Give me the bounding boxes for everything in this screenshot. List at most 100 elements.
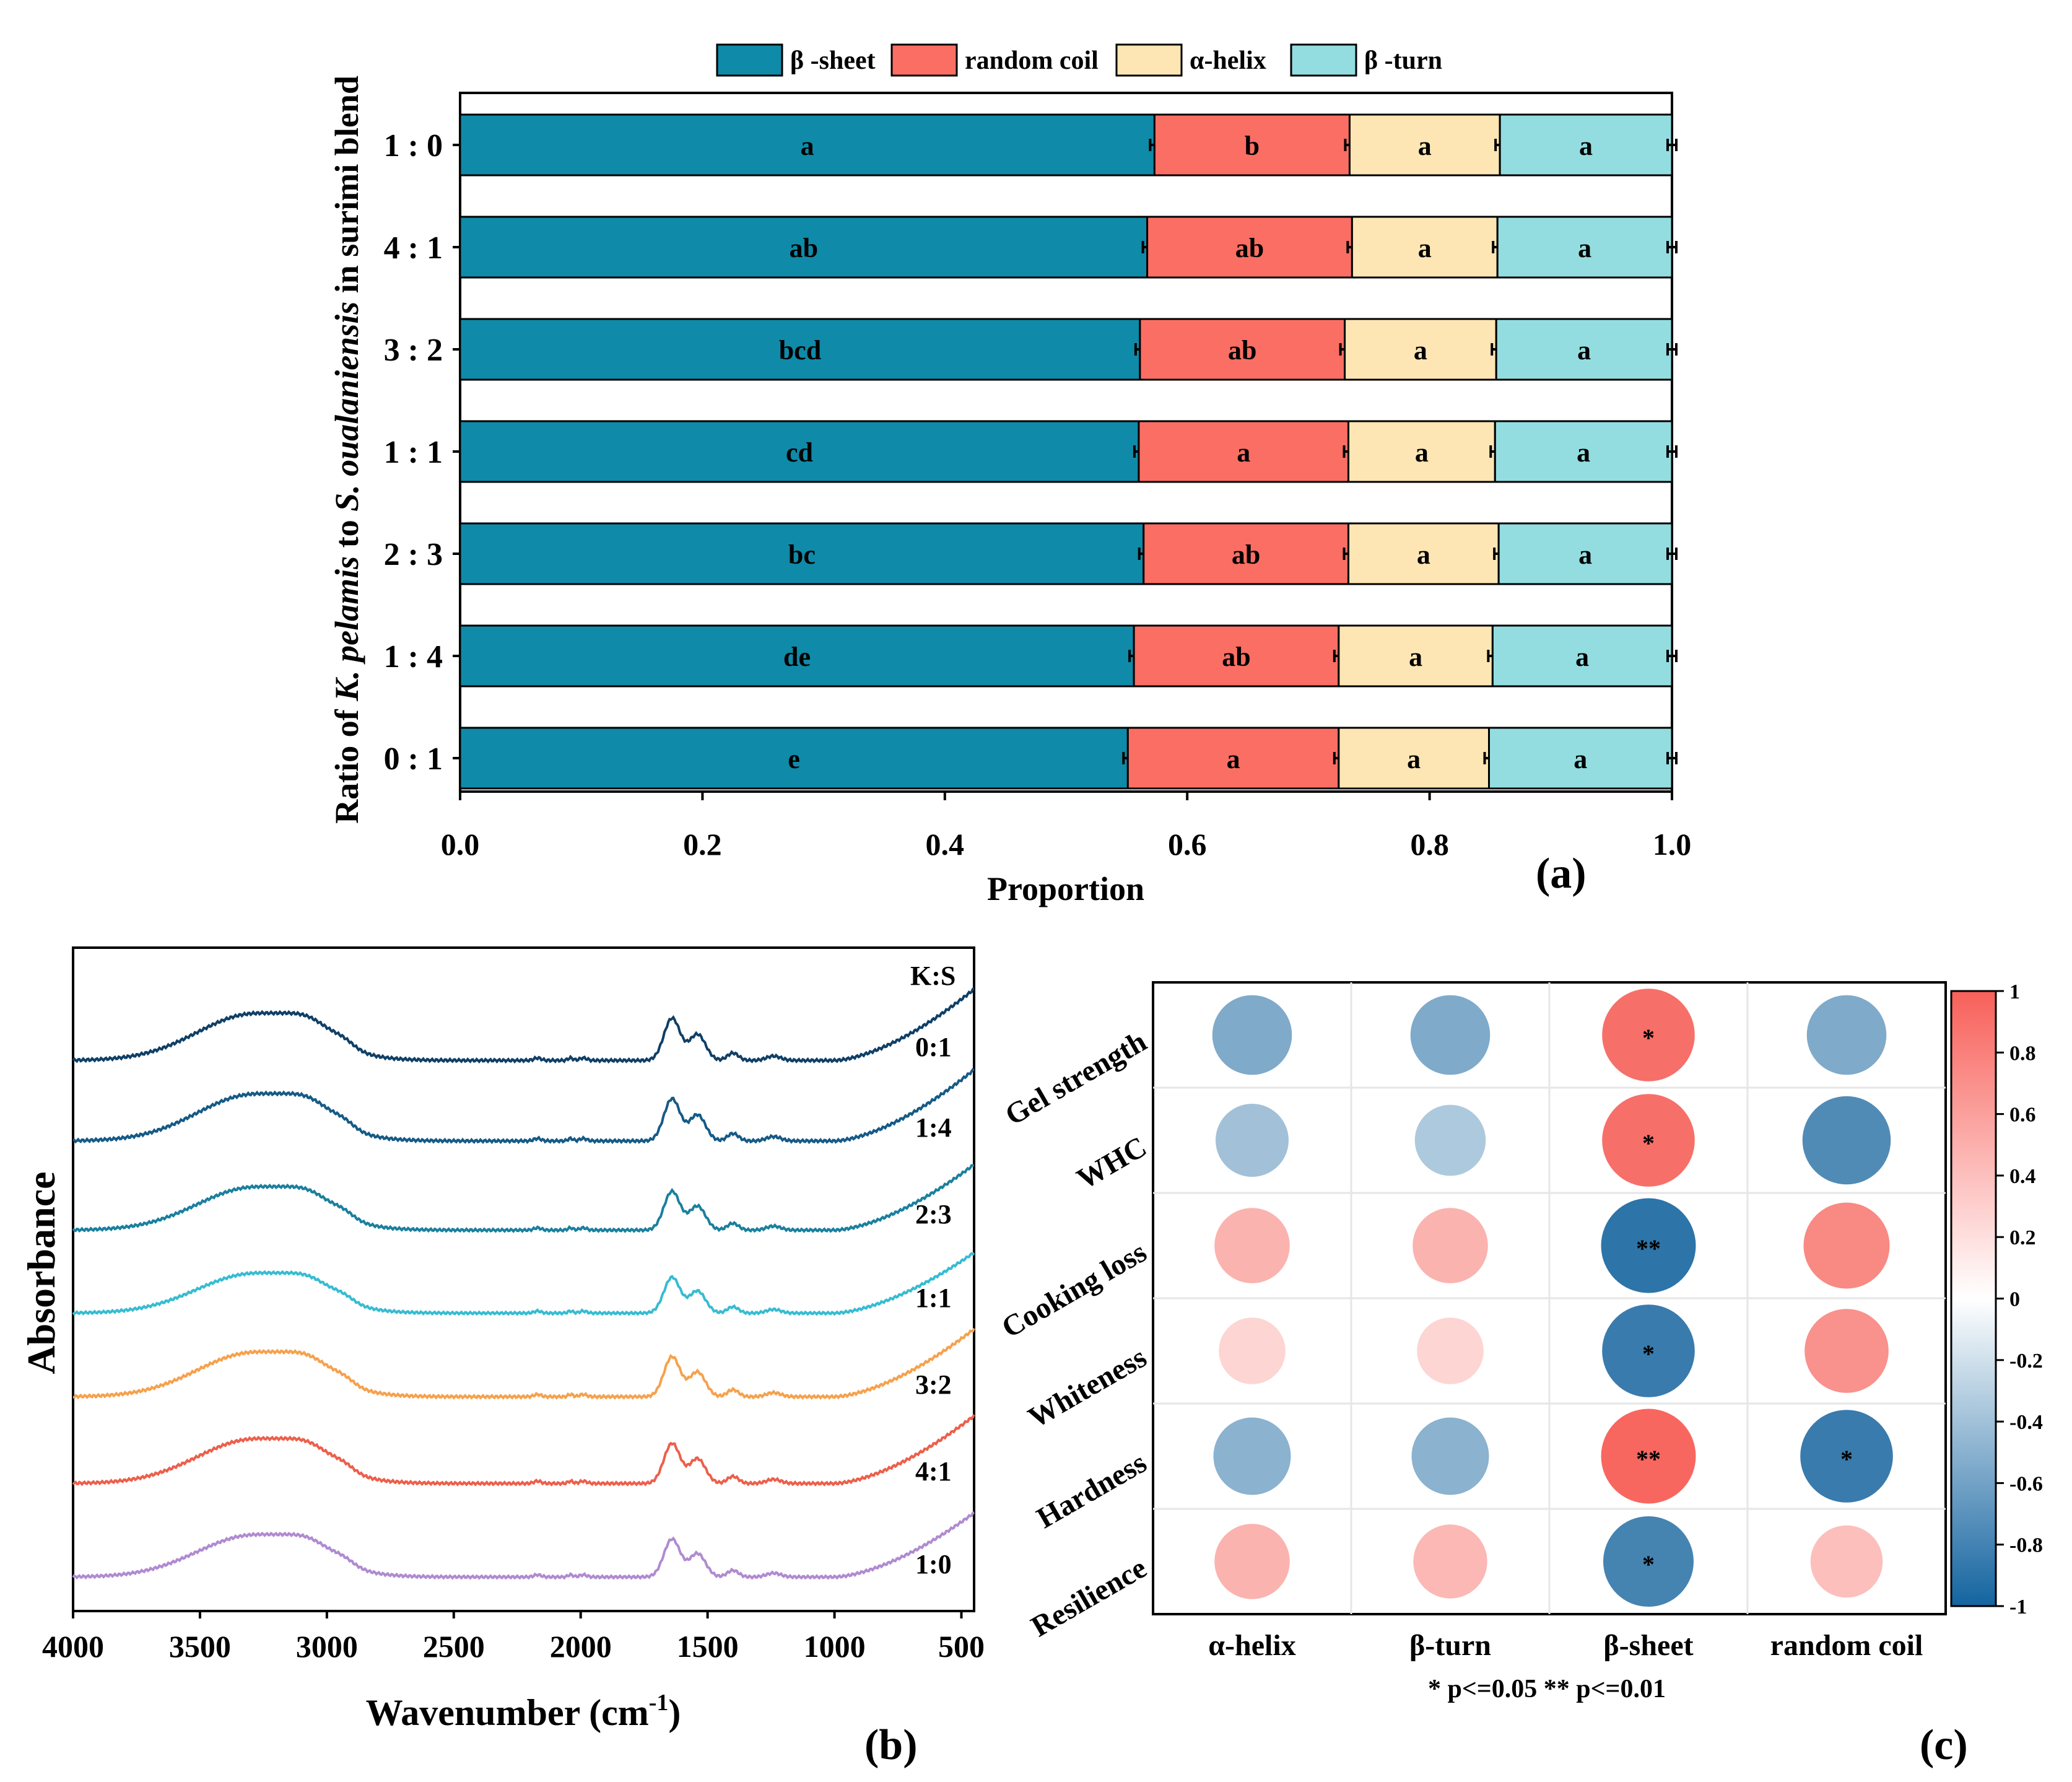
colorbar-tick-label: -0.6 xyxy=(2009,1472,2043,1495)
bar-segment xyxy=(1494,420,1673,483)
x-tick-label: 0.8 xyxy=(1410,827,1449,862)
panel-b-spectra xyxy=(72,987,975,1580)
spectrum-line xyxy=(72,1511,975,1580)
bar-letter: ab xyxy=(1235,233,1264,263)
bar-letter: a xyxy=(1577,437,1590,468)
spectrum-line xyxy=(72,1252,975,1316)
x-tick-label: 1500 xyxy=(677,1629,739,1664)
panel-b-x-ticks: 4000 3500 3000 2500 2000 1500 1000 500 xyxy=(42,1611,985,1664)
error-bar xyxy=(1666,241,1678,253)
correlation-circle xyxy=(1413,1208,1488,1283)
significance-star: * xyxy=(1642,1340,1655,1368)
colorbar-ticks: 1 0.8 0.6 0.4 0.2 0 -0.2 -0.4 -0.6 -0.8 -1 xyxy=(1996,981,2043,1618)
significance-star: * xyxy=(1642,1550,1655,1578)
bar-letter: e xyxy=(788,744,800,774)
spectrum-line xyxy=(72,1413,975,1487)
y-tick-label: 1 : 4 xyxy=(384,639,443,675)
bar-letter: de xyxy=(783,642,811,672)
bar-letter: a xyxy=(1417,539,1430,570)
significance-star: ** xyxy=(1636,1445,1661,1473)
bar-segment xyxy=(1491,624,1673,688)
correlation-circle xyxy=(1810,1525,1883,1598)
significance-star: * xyxy=(1840,1445,1853,1473)
bar-letter: a xyxy=(1407,744,1421,774)
bar-letter: a xyxy=(1578,233,1591,263)
bar-segment xyxy=(459,318,1141,381)
y-tick-label: 0 : 1 xyxy=(384,741,443,777)
significance-star: ** xyxy=(1636,1234,1661,1262)
panel-b-series-labels: 0:1 1:4 2:3 1:1 3:2 4:1 1:0 xyxy=(915,1032,952,1579)
x-tick-label: 500 xyxy=(938,1629,985,1664)
correlation-circle xyxy=(1806,995,1887,1075)
correlation-circle xyxy=(1602,989,1695,1081)
bar-letter: a xyxy=(1227,744,1240,774)
colorbar-tick-label: 0 xyxy=(2009,1288,2020,1311)
bar-segment xyxy=(1126,727,1340,790)
bar-segment xyxy=(459,113,1156,177)
x-tick-label: 1000 xyxy=(804,1629,866,1664)
correlation-circle xyxy=(1417,1317,1484,1384)
row-label: Whiteness xyxy=(1023,1341,1152,1435)
spectrum-line xyxy=(72,1164,975,1233)
spectrum-line xyxy=(72,987,975,1064)
bar-segment xyxy=(1499,113,1673,177)
correlation-circle xyxy=(1602,1094,1695,1187)
error-bar xyxy=(1666,343,1678,356)
row-label: Cooking loss xyxy=(996,1236,1152,1345)
x-tick-label: 3000 xyxy=(296,1629,358,1664)
panel-a-legend: β -sheet random coil α-helix β -turn xyxy=(716,43,1442,77)
bar-letter: ab xyxy=(1232,539,1260,570)
correlation-circle xyxy=(1212,995,1292,1075)
correlation-circle xyxy=(1214,1524,1290,1599)
correlation-circle xyxy=(1214,1208,1290,1283)
legend-swatch xyxy=(1290,43,1357,77)
correlation-circle xyxy=(1803,1202,1890,1289)
correlation-circle xyxy=(1603,1516,1694,1607)
col-label: β-turn xyxy=(1409,1629,1491,1662)
colorbar-tick-label: -0.8 xyxy=(2009,1534,2043,1557)
bar-letter: b xyxy=(1245,131,1260,161)
bar-segment xyxy=(1143,522,1349,585)
colorbar-tick-label: 0.4 xyxy=(2009,1165,2036,1188)
correlation-circle xyxy=(1219,1317,1286,1384)
bar-letter: a xyxy=(1579,131,1593,161)
b-xlabel-sup: -1 xyxy=(649,1690,669,1716)
bar-segment xyxy=(459,216,1149,279)
x-tick-label: 2000 xyxy=(550,1629,612,1664)
colorbar-tick-label: -1 xyxy=(2009,1596,2027,1618)
error-bar xyxy=(1666,139,1678,151)
correlation-circle xyxy=(1804,1309,1889,1393)
correlation-circle xyxy=(1216,1104,1289,1177)
bar-segment xyxy=(1347,420,1496,483)
correlation-circle xyxy=(1213,1417,1291,1495)
series-label: 3:2 xyxy=(915,1369,952,1400)
correlation-circle xyxy=(1414,1104,1486,1176)
colorbar-tick-label: 0.6 xyxy=(2009,1104,2036,1127)
bar-segment xyxy=(1138,420,1349,483)
bar-segment xyxy=(1338,624,1494,688)
colorbar-tick-label: -0.2 xyxy=(2009,1350,2043,1373)
col-label: β-sheet xyxy=(1603,1629,1693,1662)
error-bar xyxy=(1666,650,1678,662)
spectrum-line xyxy=(72,1068,975,1145)
colorbar-tick-label: 0.2 xyxy=(2009,1226,2036,1249)
error-bar xyxy=(1666,445,1678,458)
x-tick-label: 4000 xyxy=(42,1629,104,1664)
correlation-circle xyxy=(1602,1304,1695,1397)
panel-c-label: (c) xyxy=(1920,1721,1968,1769)
legend-label: β -sheet xyxy=(790,46,876,75)
bar-letter: a xyxy=(1237,437,1250,468)
row-label: Hardness xyxy=(1031,1446,1152,1535)
bar-letter: bcd xyxy=(779,335,821,365)
bar-segment xyxy=(1347,522,1500,585)
panel-a-label: (a) xyxy=(1536,850,1587,898)
b-xlabel-main: Wavenumber (cm xyxy=(366,1692,649,1733)
series-label: 1:4 xyxy=(915,1112,952,1143)
panel-b: 0:1 1:4 2:3 1:1 3:2 4:1 1:0 K:S 4000 3500 3000 25… xyxy=(19,946,985,1769)
correlation-circle xyxy=(1410,995,1491,1075)
colorbar xyxy=(1950,990,1997,1607)
series-label: 0:1 xyxy=(915,1032,952,1062)
bar-segment xyxy=(459,420,1140,483)
error-bar xyxy=(1666,752,1678,764)
